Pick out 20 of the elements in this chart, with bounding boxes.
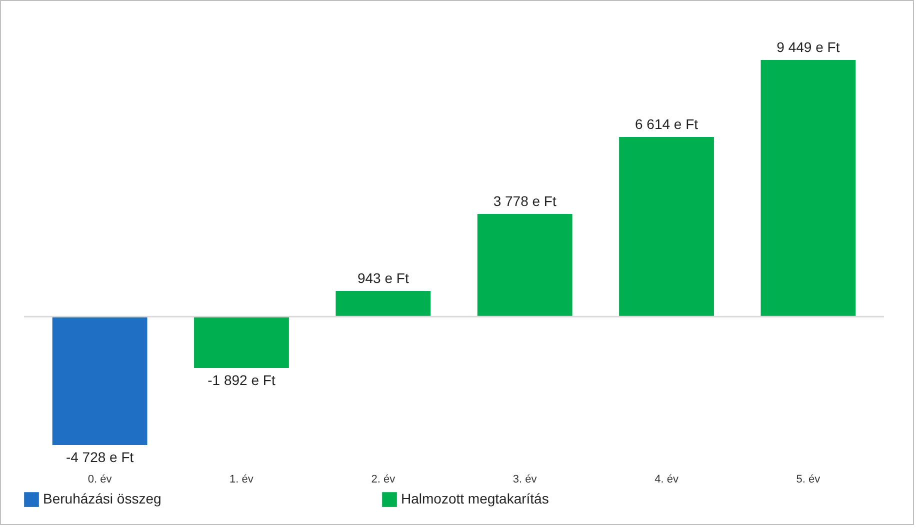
data-label: -4 728 e Ft bbox=[66, 449, 134, 465]
data-label: 6 614 e Ft bbox=[634, 116, 698, 132]
data-label: -1 892 e Ft bbox=[208, 372, 276, 388]
x-tick-label: 3. év bbox=[512, 474, 538, 486]
x-tick-label: 4. év bbox=[654, 474, 679, 486]
bar bbox=[477, 214, 572, 317]
x-tick-label: 0. év bbox=[88, 474, 112, 486]
data-label: 9 449 e Ft bbox=[776, 39, 840, 55]
x-tick-label: 1. év bbox=[230, 474, 254, 486]
bar bbox=[760, 60, 856, 317]
bar bbox=[52, 316, 148, 445]
bar bbox=[336, 290, 431, 317]
data-label: 943 e Ft bbox=[357, 270, 409, 286]
legend-label: Halmozott megtakarítás bbox=[401, 490, 549, 507]
bar bbox=[619, 136, 714, 317]
data-label: 3 778 e Ft bbox=[493, 193, 556, 210]
bar bbox=[194, 316, 289, 368]
x-tick-label: 2. év bbox=[371, 474, 396, 486]
x-tick-label: 5. év bbox=[796, 474, 821, 486]
legend-label: Beruházási összeg bbox=[43, 490, 162, 507]
